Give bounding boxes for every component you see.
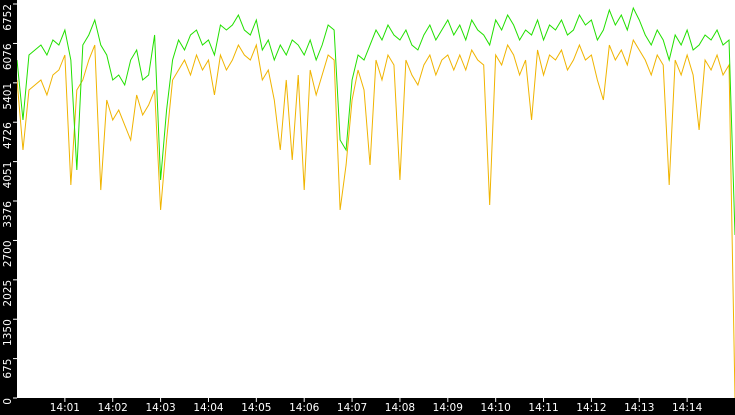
x-tick-label: 14:08 <box>385 402 415 414</box>
plot-lines <box>16 6 735 399</box>
y-tick-label: 4726 <box>2 122 14 149</box>
x-tick-label: 14:12 <box>576 402 606 414</box>
series-line <box>16 6 735 236</box>
x-tick-label: 14:13 <box>624 402 654 414</box>
x-tick-label: 14:06 <box>289 402 320 414</box>
y-tick-label: 6752 <box>2 4 14 31</box>
x-tick-label: 14:05 <box>241 402 271 414</box>
y-tick-label: 0 <box>2 398 14 405</box>
x-tick-label: 14:09 <box>433 402 463 414</box>
y-tick-label: 675 <box>2 359 14 379</box>
y-tick-label: 1350 <box>2 319 14 346</box>
x-tick-label: 14:11 <box>528 402 558 414</box>
x-tick-label: 14:07 <box>337 402 367 414</box>
series-line <box>16 38 735 399</box>
y-tick-label: 3376 <box>2 201 14 228</box>
x-tick-label: 14:02 <box>98 402 128 414</box>
y-tick-label: 2025 <box>2 280 14 307</box>
x-tick-label: 14:01 <box>50 402 80 414</box>
y-axis-strip <box>0 0 17 415</box>
y-tick-label: 2700 <box>2 240 14 267</box>
y-tick-label: 4051 <box>2 162 14 189</box>
x-tick-label: 14:14 <box>672 402 703 414</box>
x-axis-strip <box>0 398 735 415</box>
y-tick-label: 6076 <box>2 43 14 70</box>
y-tick-label: 5401 <box>2 83 14 110</box>
x-tick-label: 14:03 <box>145 402 175 414</box>
x-tick-label: 14:10 <box>481 402 511 414</box>
x-tick-label: 14:04 <box>193 402 224 414</box>
